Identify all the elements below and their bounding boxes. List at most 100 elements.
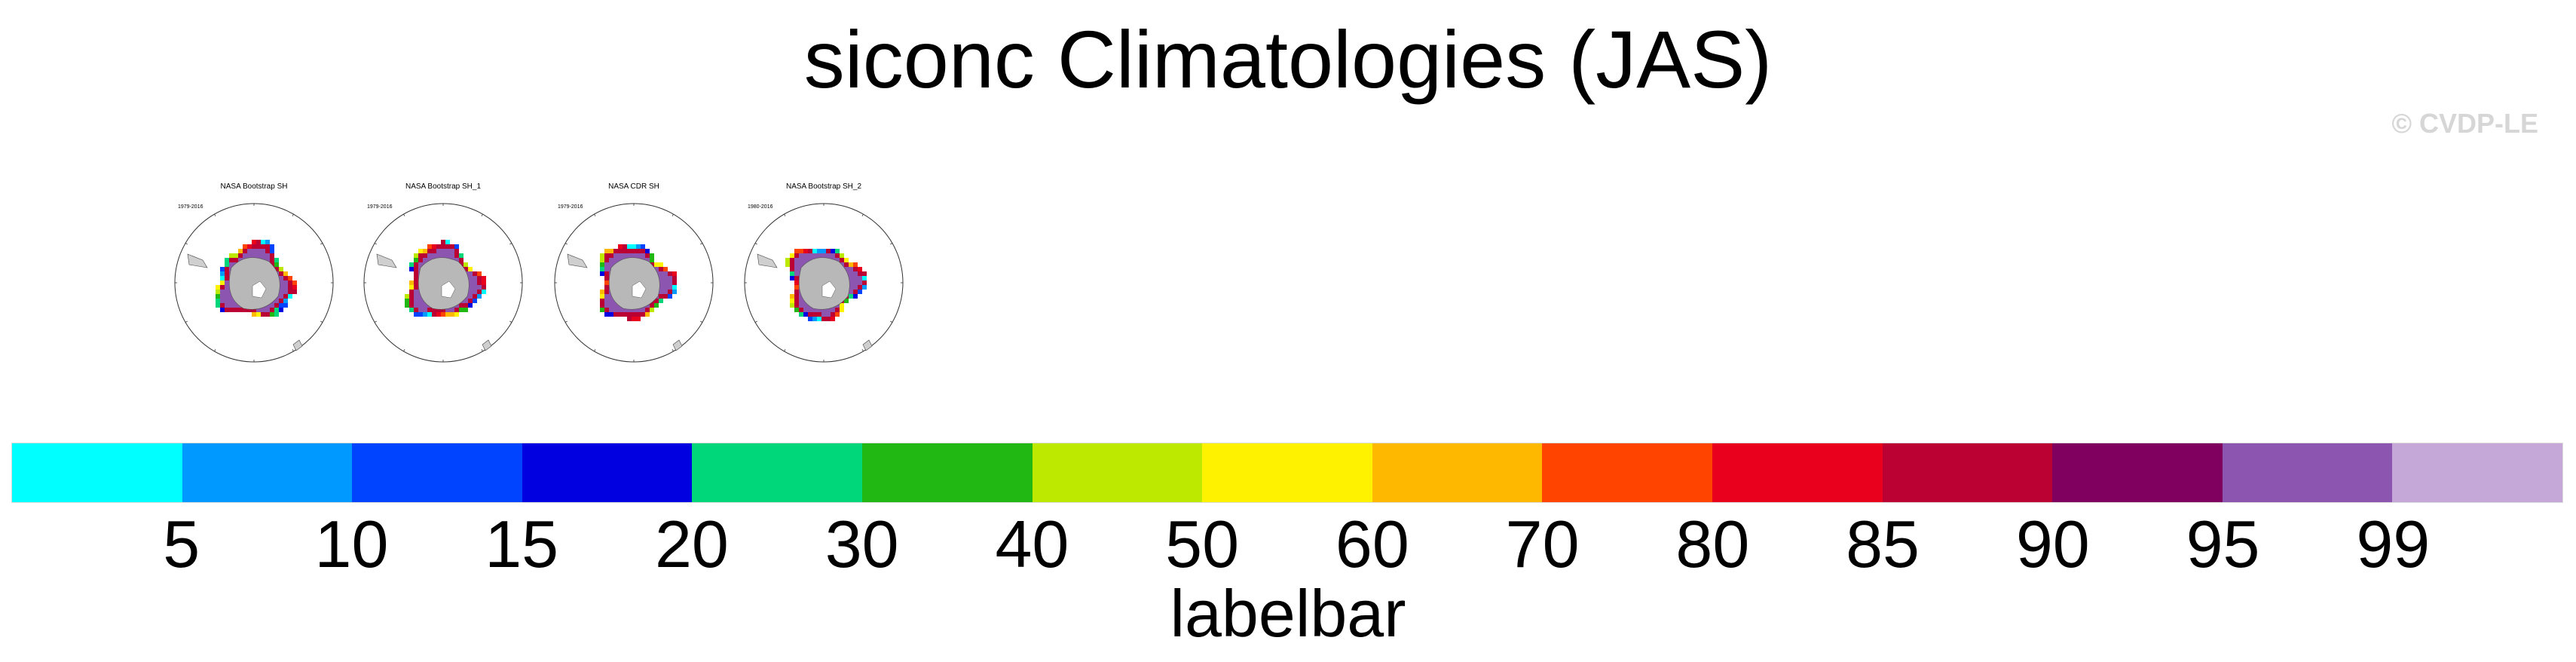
- ice-cell: [849, 271, 853, 276]
- ice-cell: [238, 308, 243, 312]
- ice-cell: [414, 299, 418, 303]
- ice-cell: [283, 280, 288, 285]
- longitude-tick: [374, 243, 377, 245]
- ice-cell: [840, 308, 844, 312]
- ice-cell: [831, 253, 835, 258]
- ice-cell: [812, 312, 817, 317]
- ice-cell: [468, 299, 473, 303]
- ice-cell: [441, 253, 445, 258]
- ice-cell: [604, 303, 609, 308]
- ice-cell: [423, 258, 427, 262]
- labelbar-title: labelbar: [1170, 576, 1406, 651]
- ice-cell: [216, 294, 220, 299]
- ice-shelf-patch: [821, 280, 837, 299]
- ice-cell: [803, 308, 808, 312]
- ice-cell: [835, 312, 840, 317]
- ice-cell: [835, 258, 840, 262]
- panel-title: NASA Bootstrap SH_2: [785, 182, 862, 191]
- ice-cell: [279, 299, 283, 303]
- ice-cell: [229, 262, 234, 267]
- ice-cell: [821, 249, 826, 253]
- longitude-tick: [509, 243, 512, 245]
- ice-cell: [636, 249, 641, 253]
- ice-cell: [604, 267, 609, 271]
- ice-cell: [252, 249, 256, 253]
- ice-cell: [445, 312, 450, 317]
- ice-cell: [600, 299, 604, 303]
- ice-cell: [261, 249, 265, 253]
- ice-cell: [618, 253, 623, 258]
- ice-cell: [831, 312, 835, 317]
- longitude-tick: [700, 243, 703, 245]
- ice-cell: [600, 294, 604, 299]
- new-zealand: [862, 339, 873, 351]
- ice-cell: [288, 285, 292, 290]
- ice-cell: [459, 253, 463, 258]
- ice-cell: [252, 312, 256, 317]
- antarctica-landmass: [229, 257, 280, 310]
- ice-cell: [409, 303, 414, 308]
- ice-cell: [853, 262, 858, 267]
- ice-cell: [216, 290, 220, 294]
- ice-cell: [618, 312, 623, 317]
- ice-cell: [840, 253, 844, 258]
- ice-cell: [613, 258, 618, 262]
- ice-cell: [468, 285, 473, 290]
- ice-shelf-patch: [632, 280, 647, 299]
- ice-cell: [279, 290, 283, 294]
- longitude-tick: [672, 213, 674, 216]
- ice-cell: [831, 249, 835, 253]
- longitude-tick: [564, 320, 568, 323]
- ice-cell: [274, 308, 279, 312]
- ice-cell: [270, 258, 274, 262]
- ice-cell: [618, 258, 623, 262]
- longitude-tick: [320, 243, 323, 245]
- ice-cell: [414, 271, 418, 276]
- ice-cell: [604, 262, 609, 267]
- ice-cell: [799, 299, 803, 303]
- ice-cell: [256, 240, 261, 244]
- ice-cell: [418, 253, 423, 258]
- ice-cell: [641, 244, 645, 249]
- ice-cell: [803, 253, 808, 258]
- longitude-tick: [481, 213, 483, 216]
- ice-cell: [609, 312, 613, 317]
- south-america-tip: [757, 253, 778, 268]
- ice-cell: [799, 303, 803, 308]
- ice-cell: [265, 308, 270, 312]
- labelbar-swatch: [1202, 443, 1372, 502]
- ice-cell: [627, 249, 632, 253]
- ice-cell: [441, 240, 445, 244]
- ice-cell: [668, 294, 672, 299]
- ice-cell: [225, 290, 229, 294]
- ice-cell: [274, 267, 279, 271]
- ice-cell: [641, 253, 645, 258]
- ice-cell: [654, 267, 659, 271]
- ice-cell: [645, 253, 650, 258]
- ice-cell: [473, 271, 477, 276]
- south-america-tip: [376, 253, 397, 268]
- longitude-tick: [292, 349, 294, 352]
- ice-cell: [600, 253, 604, 258]
- antarctica-landmass: [799, 257, 850, 310]
- ice-cell: [409, 267, 414, 271]
- ice-cell: [853, 290, 858, 294]
- longitude-tick: [700, 320, 703, 323]
- new-zealand: [482, 339, 492, 351]
- ice-cell: [659, 285, 663, 290]
- ice-cell: [252, 308, 256, 312]
- ice-cell: [414, 308, 418, 312]
- ice-cell: [234, 308, 238, 312]
- ice-cell: [265, 249, 270, 253]
- ice-cell: [654, 299, 659, 303]
- ice-cell: [799, 262, 803, 267]
- ice-cell: [632, 317, 636, 321]
- ice-cell: [216, 299, 220, 303]
- ice-cell: [220, 294, 225, 299]
- antarctica-landmass: [418, 257, 470, 310]
- ice-cell: [256, 312, 261, 317]
- ice-cell: [849, 290, 853, 294]
- ice-cell: [844, 262, 849, 267]
- ice-cell: [808, 249, 812, 253]
- ice-cell: [794, 294, 799, 299]
